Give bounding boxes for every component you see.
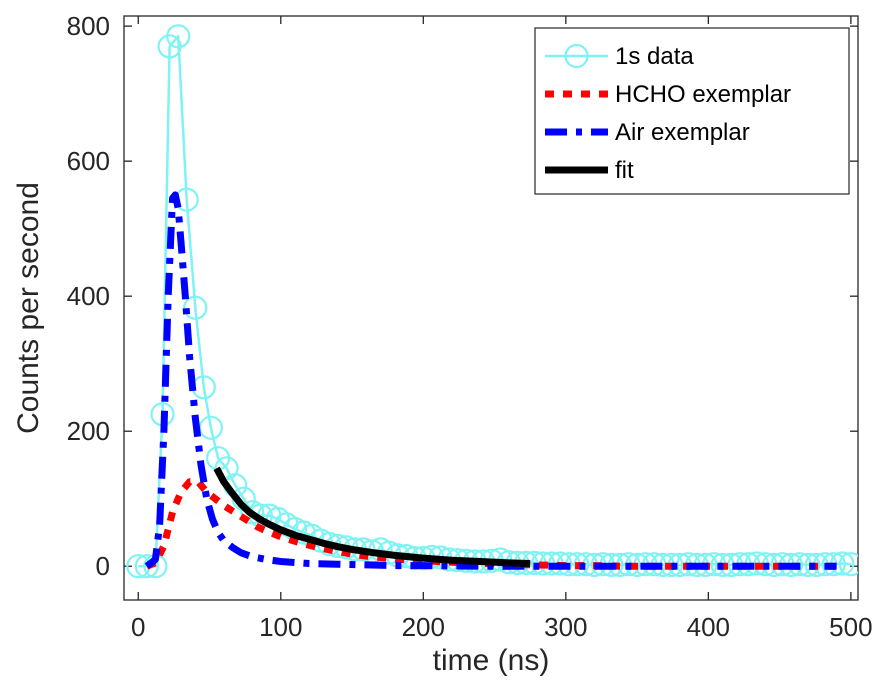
y-tick-label: 600 [67, 146, 110, 176]
x-tick-label: 300 [544, 612, 587, 642]
data-point [166, 24, 191, 49]
x-axis-label: time (ns) [433, 644, 550, 677]
data-point [821, 552, 846, 577]
legend: 1s data HCHO exemplar Air exemplar fit [534, 27, 850, 195]
legend-label: Air exemplar [615, 119, 750, 146]
y-tick-labels: 0 200 400 600 800 [67, 11, 110, 581]
y-tick-label: 800 [67, 11, 110, 41]
x-tick-label: 100 [259, 612, 302, 642]
series-line [144, 191, 837, 570]
legend-items: 1s data HCHO exemplar Air exemplar fit [545, 43, 791, 184]
legend-label: 1s data [615, 43, 694, 70]
legend-label: HCHO exemplar [615, 81, 791, 108]
y-tick-label: 400 [67, 281, 110, 311]
data-point [134, 554, 159, 579]
y-axis-label: Counts per second [12, 182, 45, 434]
y-tick-label: 200 [67, 416, 110, 446]
x-tick-label: 400 [687, 612, 730, 642]
series-layer [126, 24, 858, 579]
legend-label: fit [615, 157, 634, 184]
data-point [838, 552, 858, 577]
data-point [183, 295, 208, 320]
x-tick-labels: 0 100 200 300 400 500 [131, 612, 873, 642]
legend-marker [564, 43, 589, 69]
axis-ticks [124, 16, 858, 600]
y-tick-label: 0 [96, 551, 110, 581]
x-tick-label: 0 [131, 612, 145, 642]
x-tick-label: 200 [402, 612, 445, 642]
series-line [213, 466, 531, 567]
x-tick-label: 500 [829, 612, 872, 642]
